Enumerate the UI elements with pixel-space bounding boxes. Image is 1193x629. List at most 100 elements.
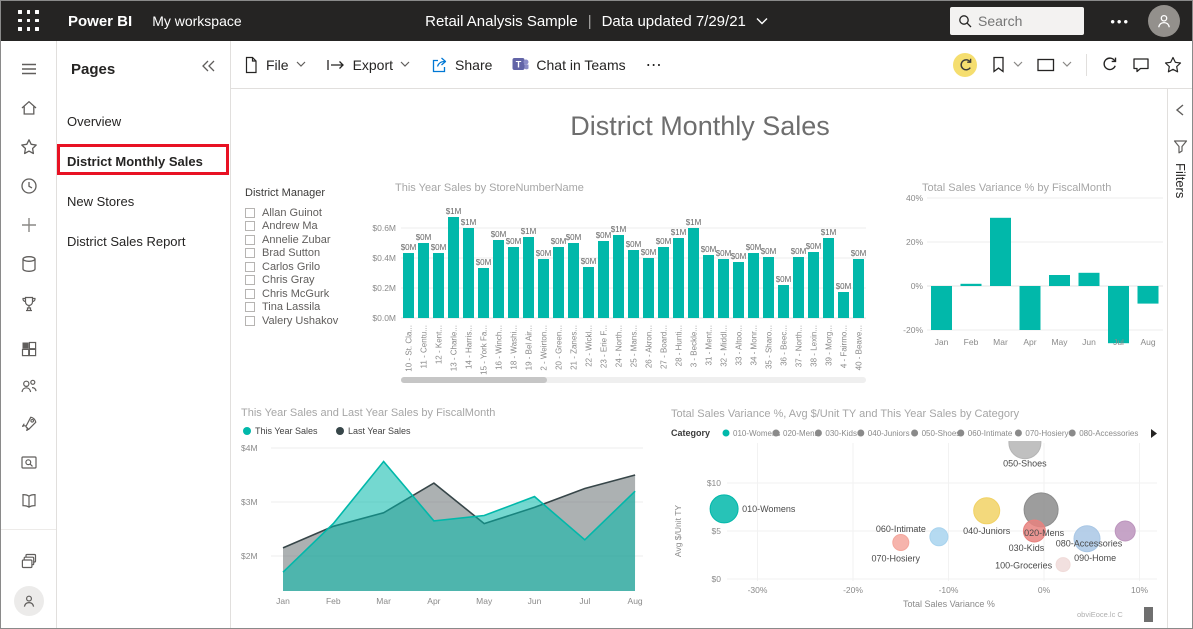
checkbox[interactable]	[245, 248, 255, 259]
slicer-option[interactable]: Andrew Ma	[245, 220, 381, 234]
explore-frame-icon[interactable]	[12, 446, 46, 480]
slicer-option[interactable]: Valery Ushakov	[245, 314, 381, 328]
bar[interactable]	[931, 286, 952, 330]
file-menu-button[interactable]: File	[243, 56, 306, 74]
chevron-down-icon[interactable]	[756, 17, 768, 25]
bar-chart-total-sales-variance-by-month[interactable]: Total Sales Variance % by FiscalMonth40%…	[891, 179, 1169, 394]
legend-label[interactable]: 010-Womens	[733, 429, 780, 438]
comments-button[interactable]	[1132, 57, 1150, 73]
account-avatar[interactable]	[1148, 5, 1180, 37]
bar[interactable]	[508, 247, 519, 318]
bar[interactable]	[598, 241, 609, 318]
bar[interactable]	[808, 252, 819, 318]
slicer-option[interactable]: Chris Gray	[245, 274, 381, 288]
filters-pane-label[interactable]: Filters	[1173, 163, 1188, 199]
toolbar-more-button[interactable]: ⋯	[645, 56, 663, 74]
slicer-option[interactable]: Brad Sutton	[245, 247, 381, 261]
legend-label[interactable]: 070-Hosiery	[1025, 429, 1068, 438]
filter-funnel-icon[interactable]	[1173, 139, 1188, 159]
bar[interactable]	[960, 283, 982, 286]
bubble-050-Shoes[interactable]	[1008, 427, 1042, 460]
bookmarks-button[interactable]	[991, 56, 1023, 73]
page-item[interactable]: District Sales Report	[57, 221, 230, 261]
chat-in-teams-button[interactable]: T Chat in Teams	[512, 56, 626, 73]
bubble-100-Groceries[interactable]	[1055, 557, 1071, 573]
area-series-this-year[interactable]	[283, 461, 636, 592]
checkbox[interactable]	[245, 207, 255, 218]
bar[interactable]	[778, 285, 789, 318]
app-launcher-icon[interactable]	[18, 10, 40, 32]
reset-to-default-button[interactable]	[953, 52, 977, 77]
checkbox[interactable]	[245, 221, 255, 232]
area-chart-this-year-vs-last-year-sales[interactable]: This Year Sales and Last Year Sales by F…	[237, 405, 657, 610]
data-updated-label[interactable]: Data updated 7/29/21	[601, 12, 746, 30]
bar[interactable]	[733, 262, 744, 318]
bar[interactable]	[643, 258, 654, 318]
bar[interactable]	[793, 257, 804, 318]
legend-label[interactable]: Last Year Sales	[348, 426, 411, 436]
legend-label[interactable]: 030-Kids	[825, 429, 857, 438]
my-workspace-avatar-icon[interactable]	[13, 586, 44, 616]
checkbox[interactable]	[245, 234, 255, 245]
share-button[interactable]: Share	[430, 56, 492, 73]
bar[interactable]	[523, 237, 534, 318]
legend-label[interactable]: 050-Shoes	[922, 429, 961, 438]
powerbi-logo[interactable]: Power BI	[68, 12, 133, 30]
bubble-010-Womens[interactable]	[709, 494, 739, 524]
legend-label[interactable]: This Year Sales	[255, 426, 318, 436]
slicer-option[interactable]: Annelie Zubar	[245, 233, 381, 247]
legend-label[interactable]: 040-Juniors	[868, 429, 910, 438]
bar[interactable]	[403, 253, 414, 318]
bar[interactable]	[1137, 286, 1159, 304]
bubble-060-Intimate[interactable]	[929, 527, 949, 547]
goals-trophy-icon[interactable]	[12, 287, 46, 321]
scatter-chart-sales-variance-by-category[interactable]: Total Sales Variance %, Avg $/Unit TY an…	[665, 405, 1169, 615]
bar[interactable]	[1078, 272, 1100, 286]
search-input[interactable]	[978, 13, 1068, 29]
bar[interactable]	[463, 228, 474, 318]
export-menu-button[interactable]: Export	[326, 57, 410, 73]
bar-chart-this-year-sales-by-store[interactable]: This Year Sales by StoreNumberName $0.6M $…	[361, 179, 873, 389]
page-item[interactable]: District Monthly Sales	[57, 141, 230, 181]
bar[interactable]	[990, 217, 1011, 286]
apps-grid-icon[interactable]	[12, 332, 46, 366]
bar[interactable]	[613, 235, 624, 318]
page-item[interactable]: Overview	[57, 101, 230, 141]
bar[interactable]	[853, 259, 864, 318]
report-name[interactable]: Retail Analysis Sample	[425, 12, 578, 30]
refresh-button[interactable]	[1101, 56, 1118, 73]
bubble-030-Kids[interactable]	[1022, 519, 1046, 543]
recent-clock-icon[interactable]	[12, 169, 46, 203]
bar[interactable]	[538, 259, 549, 318]
home-icon[interactable]	[12, 91, 46, 125]
bar[interactable]	[718, 259, 729, 318]
deployment-rocket-icon[interactable]	[12, 407, 46, 441]
expand-filters-chevron-icon[interactable]	[1175, 103, 1185, 121]
checkbox[interactable]	[245, 275, 255, 286]
scrollbar-thumb[interactable]	[1144, 607, 1153, 622]
bar[interactable]	[583, 267, 594, 318]
bar[interactable]	[748, 253, 759, 318]
bar[interactable]	[553, 247, 564, 318]
slicer-option[interactable]: Tina Lassila	[245, 301, 381, 315]
bubble-070-Hosiery[interactable]	[892, 534, 910, 551]
page-item[interactable]: New Stores	[57, 181, 230, 221]
h-scrollbar-thumb[interactable]	[401, 377, 547, 383]
bar[interactable]	[658, 247, 669, 318]
bar[interactable]	[763, 257, 774, 318]
bar[interactable]	[478, 268, 489, 318]
favorites-star-icon[interactable]	[12, 130, 46, 164]
bar[interactable]	[673, 238, 684, 318]
legend-label[interactable]: 060-Intimate	[968, 429, 1013, 438]
checkbox[interactable]	[245, 261, 255, 272]
bubble-090-Home[interactable]	[1114, 520, 1136, 542]
bar[interactable]	[688, 228, 699, 318]
bubble-080-Accessories[interactable]	[1073, 525, 1101, 553]
learn-book-icon[interactable]	[12, 484, 46, 518]
bar[interactable]	[1019, 286, 1041, 330]
bar[interactable]	[838, 292, 849, 318]
checkbox[interactable]	[245, 288, 255, 299]
bar[interactable]	[703, 255, 714, 318]
search-box[interactable]	[950, 7, 1084, 35]
topbar-more-button[interactable]: •••	[1110, 13, 1130, 29]
